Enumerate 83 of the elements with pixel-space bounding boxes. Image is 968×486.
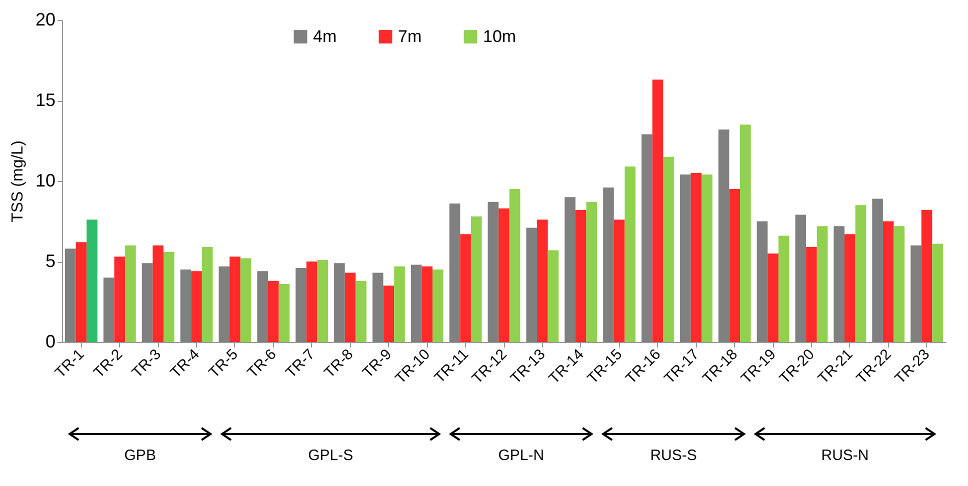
bar <box>690 172 702 342</box>
bar <box>449 204 460 342</box>
bar <box>152 245 164 342</box>
y-tick-label: 15 <box>35 90 56 110</box>
bar <box>356 280 366 342</box>
text: GPL-N <box>498 447 544 464</box>
bar <box>910 245 922 342</box>
bar <box>230 256 240 342</box>
bar <box>663 156 674 342</box>
bar <box>296 268 306 342</box>
bar <box>729 189 740 342</box>
y-tick-label: 0 <box>45 332 56 352</box>
bar <box>240 258 252 342</box>
bar <box>526 228 538 342</box>
bar <box>125 245 136 342</box>
bar <box>816 226 828 342</box>
bar <box>410 264 422 342</box>
bar <box>624 166 636 342</box>
bar <box>65 248 76 342</box>
bar <box>460 234 471 342</box>
bar <box>795 214 806 342</box>
bar <box>344 272 356 342</box>
bar <box>768 253 778 342</box>
bar <box>894 226 905 342</box>
bar <box>394 266 405 342</box>
bar <box>680 174 691 342</box>
bar <box>142 263 153 342</box>
bar <box>317 260 328 342</box>
bar <box>932 244 943 342</box>
bar <box>872 198 883 342</box>
bar <box>537 220 548 342</box>
bar <box>921 210 932 342</box>
bar <box>756 221 768 342</box>
bar <box>218 266 230 342</box>
bar <box>114 256 126 342</box>
bar <box>564 197 576 342</box>
bar <box>191 271 202 342</box>
bar <box>642 134 652 342</box>
y-tick-label: 20 <box>35 10 56 30</box>
bar <box>278 284 290 342</box>
bar <box>778 236 790 342</box>
text: GPL-S <box>308 447 354 464</box>
bar <box>202 247 213 342</box>
bar <box>498 208 510 342</box>
bar <box>806 247 817 342</box>
bar <box>257 271 268 342</box>
bar <box>470 216 482 342</box>
bar <box>652 80 664 342</box>
legend-label: 7m <box>398 26 422 46</box>
text: RUS-S <box>650 447 697 464</box>
bar <box>103 278 114 342</box>
y-tick-label: 5 <box>45 251 56 271</box>
legend-label: 10m <box>483 26 516 46</box>
bar <box>718 129 730 342</box>
bar <box>740 124 751 342</box>
bar <box>548 250 559 342</box>
bar <box>614 220 625 342</box>
bar <box>432 270 444 342</box>
bar <box>509 189 520 342</box>
bar <box>844 234 856 342</box>
bar <box>882 221 894 342</box>
bar <box>306 262 318 342</box>
bar <box>488 202 499 342</box>
bar <box>86 220 98 342</box>
bar <box>586 202 598 342</box>
y-axis-title: TSS (mg/L) <box>9 140 26 222</box>
y-tick-label: 10 <box>35 170 56 190</box>
bar <box>334 263 345 342</box>
bar <box>180 270 192 342</box>
legend-label: 4m <box>313 26 337 46</box>
bar <box>834 226 845 342</box>
bar <box>702 174 712 342</box>
bar <box>575 210 586 342</box>
bar <box>163 252 174 342</box>
bar <box>422 266 433 342</box>
text: GPB <box>124 447 156 464</box>
bar <box>855 205 866 342</box>
text: RUS-N <box>821 447 869 464</box>
bar <box>76 242 87 342</box>
bar <box>372 272 384 342</box>
bar <box>268 280 279 342</box>
bar <box>383 286 394 342</box>
bar <box>603 187 614 342</box>
